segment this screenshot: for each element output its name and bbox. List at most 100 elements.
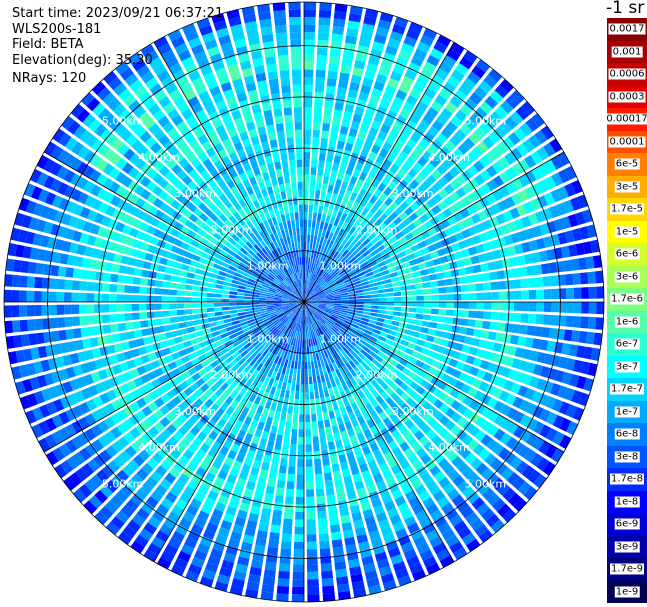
beta-bin	[187, 96, 200, 108]
colorbar-level: 0.001	[607, 40, 647, 63]
beta-bin	[259, 347, 267, 355]
beta-bin	[110, 474, 124, 488]
beta-bin	[159, 404, 170, 416]
beta-bin	[204, 265, 213, 272]
beta-bin	[232, 275, 241, 282]
beta-bin	[297, 339, 301, 347]
beta-bin	[266, 294, 275, 298]
beta-bin	[551, 448, 564, 463]
beta-bin	[367, 339, 376, 347]
beta-bin	[101, 314, 111, 324]
beta-bin	[101, 283, 110, 292]
beta-bin	[304, 331, 306, 340]
beta-bin	[471, 146, 483, 159]
beta-bin	[491, 477, 505, 491]
beta-bin	[155, 272, 165, 280]
beta-bin	[311, 300, 319, 302]
beta-bin	[273, 240, 279, 249]
beta-bin	[511, 178, 524, 191]
beta-bin	[272, 100, 282, 110]
beta-bin	[289, 313, 295, 320]
beta-bin	[370, 399, 379, 409]
beta-bin	[79, 402, 91, 415]
beta-bin	[255, 119, 265, 129]
beta-bin	[280, 457, 288, 467]
beta-bin	[182, 467, 194, 479]
beta-bin	[357, 371, 366, 381]
beta-bin	[268, 539, 279, 549]
beta-bin	[416, 74, 429, 87]
beta-bin	[352, 473, 362, 483]
beta-bin	[404, 247, 414, 256]
beta-bin	[424, 87, 437, 100]
beta-bin	[357, 271, 366, 277]
beta-bin	[306, 309, 310, 317]
beta-bin	[324, 310, 333, 314]
beta-bin	[372, 544, 386, 555]
beta-bin	[414, 144, 425, 155]
beta-bin	[483, 282, 492, 291]
beta-bin	[125, 479, 139, 492]
beta-bin	[127, 52, 142, 66]
beta-bin	[45, 344, 55, 357]
beta-bin	[371, 305, 379, 309]
beta-bin	[316, 235, 321, 244]
beta-bin	[307, 564, 319, 572]
beta-bin	[287, 286, 294, 292]
beta-bin	[139, 242, 150, 252]
colorbar-level: 1e-9	[607, 580, 647, 603]
beta-bin	[345, 224, 353, 233]
beta-bin	[365, 402, 374, 412]
beta-bin	[331, 241, 338, 250]
beta-bin	[473, 160, 485, 173]
beta-bin	[346, 451, 355, 461]
beta-bin	[311, 302, 319, 305]
beta-bin	[193, 398, 204, 409]
beta-bin	[313, 205, 319, 213]
beta-bin	[327, 223, 333, 232]
beta-bin	[328, 240, 334, 249]
beta-bin	[362, 238, 371, 247]
beta-bin	[79, 315, 88, 326]
beta-bin	[339, 311, 348, 316]
beta-bin	[152, 185, 163, 197]
beta-bin	[285, 244, 290, 253]
beta-bin	[261, 33, 274, 43]
beta-bin	[192, 279, 202, 286]
beta-bin	[263, 367, 270, 376]
beta-bin	[309, 306, 316, 312]
beta-bin	[331, 353, 338, 362]
beta-bin	[277, 332, 284, 340]
beta-bin	[474, 106, 488, 120]
beta-bin	[304, 361, 308, 370]
beta-bin	[536, 195, 548, 208]
beta-bin	[524, 186, 536, 199]
beta-bin	[184, 133, 196, 145]
beta-bin	[282, 295, 290, 299]
beta-bin	[270, 463, 279, 473]
beta-bin	[415, 289, 424, 295]
beta-bin	[276, 585, 290, 595]
range-ring-label: 1.00km	[247, 332, 289, 345]
beta-bin	[191, 308, 200, 314]
beta-bin	[347, 428, 356, 438]
beta-bin	[237, 312, 246, 317]
colorbar-level: 6e-7	[607, 333, 647, 356]
beta-bin	[306, 489, 315, 497]
beta-bin	[392, 561, 407, 573]
beta-bin	[531, 338, 542, 350]
beta-bin	[386, 297, 394, 302]
beta-bin	[338, 203, 346, 213]
beta-bin	[395, 332, 404, 339]
beta-bin	[229, 306, 237, 310]
beta-bin	[386, 306, 394, 311]
beta-bin	[532, 225, 543, 238]
beta-bin	[434, 151, 446, 163]
beta-bin	[236, 299, 245, 302]
beta-bin	[483, 371, 494, 383]
beta-bin	[61, 115, 75, 131]
beta-bin	[312, 428, 319, 437]
beta-bin	[502, 136, 515, 150]
beta-bin	[319, 540, 330, 549]
beta-bin	[362, 287, 371, 292]
